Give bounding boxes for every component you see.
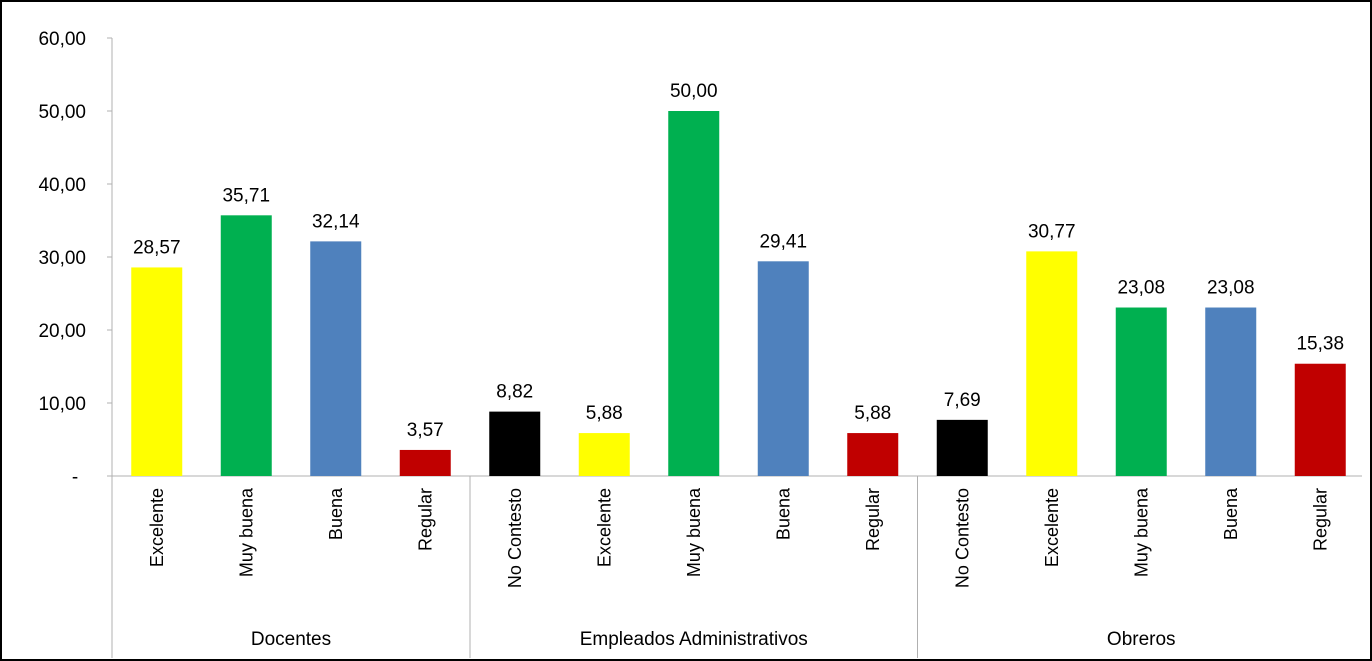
data-labels: 28,57 35,71 32,14 3,57 8,82 5,88 50,00 29,41 5,8… (133, 81, 1344, 441)
category-label: Buena (1221, 487, 1241, 540)
bar (399, 449, 451, 476)
group-label: Docentes (251, 629, 331, 650)
category-label: Buena (326, 487, 346, 540)
bar (757, 261, 809, 476)
category-label: Buena (773, 487, 793, 540)
data-label: 7,69 (944, 390, 981, 411)
bar (220, 215, 272, 476)
data-label: 50,00 (670, 81, 718, 102)
axes (111, 38, 1362, 658)
data-label: 30,77 (1028, 221, 1076, 242)
data-label: 5,88 (854, 403, 891, 424)
bar (1115, 307, 1167, 476)
group-label: Obreros (1107, 629, 1176, 650)
data-label: 3,57 (407, 420, 444, 441)
category-label: Excelente (147, 488, 167, 567)
category-label: Excelente (594, 488, 614, 567)
category-label: Muy buena (684, 487, 704, 577)
category-label: Excelente (1042, 488, 1062, 567)
data-label: 8,82 (496, 382, 533, 403)
bar (847, 433, 899, 476)
data-label: 5,88 (586, 403, 623, 424)
y-tick-label: 60,00 (38, 29, 86, 50)
bars (131, 111, 1346, 476)
category-label: Regular (415, 488, 435, 551)
data-label: 29,41 (759, 231, 807, 252)
category-label: Regular (863, 488, 883, 551)
group-labels: Docentes Empleados Administrativos Obreros (251, 629, 1176, 650)
bar (131, 267, 183, 476)
bar (668, 111, 720, 476)
bar (310, 241, 362, 476)
data-label: 23,08 (1117, 278, 1165, 299)
data-label: 28,57 (133, 237, 181, 258)
data-label: 35,71 (222, 185, 270, 206)
y-tick-label: - (72, 467, 78, 488)
bar (1294, 363, 1346, 476)
bar (936, 419, 988, 476)
data-label: 15,38 (1296, 334, 1344, 355)
bar (578, 433, 630, 476)
category-label: Regular (1310, 488, 1330, 551)
y-axis-ticks: - 10,00 20,00 30,00 40,00 50,00 60,00 (38, 29, 112, 488)
category-label: No Contesto (952, 488, 972, 588)
y-tick-label: 50,00 (38, 102, 86, 123)
group-label: Empleados Administrativos (580, 629, 808, 650)
category-label: No Contesto (505, 488, 525, 588)
category-label: Muy buena (1131, 487, 1151, 577)
y-tick-label: 20,00 (38, 321, 86, 342)
data-label: 32,14 (312, 211, 360, 232)
y-tick-label: 10,00 (38, 394, 86, 415)
y-tick-label: 40,00 (38, 175, 86, 196)
category-label: Muy buena (236, 487, 256, 577)
data-label: 23,08 (1207, 278, 1255, 299)
y-tick-label: 30,00 (38, 248, 86, 269)
bar (489, 411, 541, 476)
category-labels: Excelente Muy buena Buena Regular No Contest… (147, 487, 1331, 588)
bar (1205, 307, 1257, 476)
bar (1026, 251, 1078, 476)
